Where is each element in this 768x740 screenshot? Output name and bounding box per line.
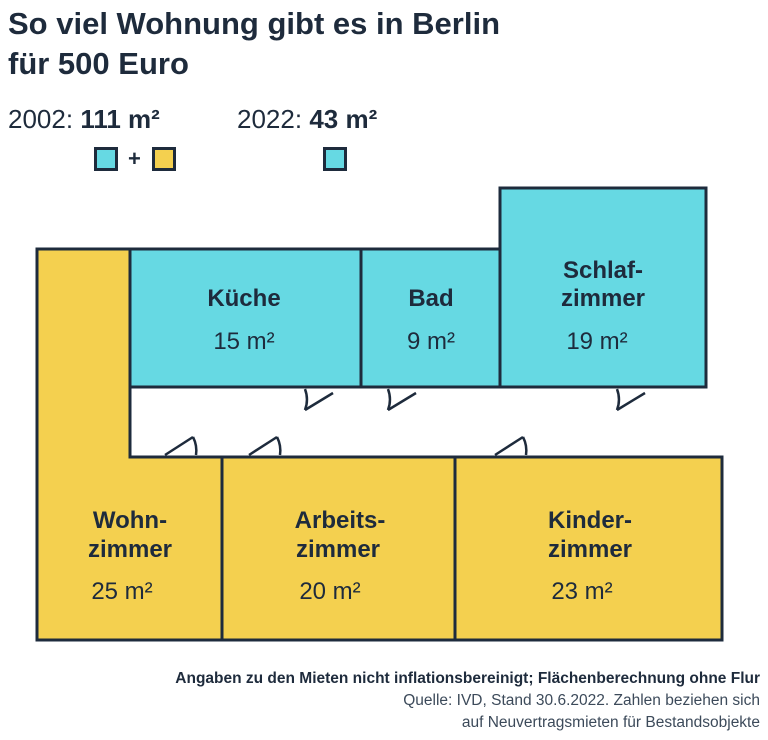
- area-arbeit: 20 m²: [299, 578, 360, 605]
- area-wohn: 25 m²: [91, 578, 152, 605]
- label-arbeit-2: zimmer: [296, 536, 380, 563]
- legend-2002: 2002: 111 m²: [8, 102, 160, 136]
- source-line-2: auf Neuvertragsmieten für Bestandsobjekt…: [461, 714, 760, 731]
- legend-swatch-yellow: [152, 147, 176, 171]
- label-wohn-2: zimmer: [88, 536, 172, 563]
- door-kueche-icon: [303, 388, 334, 412]
- door-kinder-icon: [494, 435, 528, 457]
- label-kueche: Küche: [207, 285, 280, 312]
- room-arbeitszimmer: [220, 455, 457, 642]
- title-line-1: So viel Wohnung gibt es in Berlin: [8, 6, 501, 41]
- label-wohn-1: Wohn-: [93, 507, 167, 534]
- door-schlaf-icon: [615, 388, 646, 412]
- label-kinder-1: Kinder-: [548, 507, 632, 534]
- room-kueche: [128, 247, 363, 389]
- door-wohn-icon: [164, 435, 198, 457]
- door-bad-icon: [386, 388, 417, 412]
- label-arbeit-1: Arbeits-: [295, 507, 386, 534]
- doors: [164, 388, 646, 457]
- legend-2022: 2022: 43 m²: [237, 102, 377, 136]
- area-bad: 9 m²: [407, 328, 455, 355]
- door-arbeit-icon: [248, 435, 282, 457]
- legend-2002-area: 111 m²: [80, 104, 160, 134]
- legend-2022-year: 2022:: [237, 104, 303, 134]
- legend-swatch-cyan: [94, 147, 118, 171]
- area-kueche: 15 m²: [213, 328, 274, 355]
- source-note: Quelle: IVD, Stand 30.6.2022. Zahlen bez…: [403, 690, 760, 734]
- legend-swatch-cyan-2022: [323, 147, 347, 171]
- area-schlaf: 19 m²: [566, 328, 627, 355]
- label-schlaf-1: Schlaf-: [563, 257, 643, 284]
- label-bad: Bad: [408, 285, 453, 312]
- legend-plus: +: [128, 146, 141, 171]
- page-title: So viel Wohnung gibt es in Berlin für 50…: [8, 4, 500, 84]
- footnote: Angaben zu den Mieten nicht inflationsbe…: [175, 670, 760, 687]
- area-kinder: 23 m²: [551, 578, 612, 605]
- room-schlafzimmer: [498, 186, 708, 389]
- room-kinderzimmer: [453, 455, 724, 642]
- legend-2022-area: 43 m²: [309, 104, 378, 134]
- source-line-1: Quelle: IVD, Stand 30.6.2022. Zahlen bez…: [403, 692, 760, 709]
- room-bad: [359, 247, 502, 389]
- label-kinder-2: zimmer: [548, 536, 632, 563]
- title-line-2: für 500 Euro: [8, 46, 189, 81]
- legend-2002-year: 2002:: [8, 104, 74, 134]
- label-schlaf-2: zimmer: [561, 285, 645, 312]
